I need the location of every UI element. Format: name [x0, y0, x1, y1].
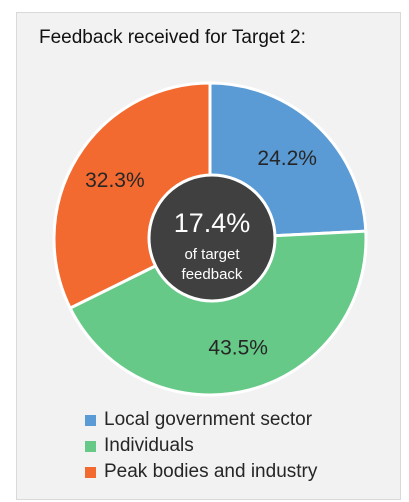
- slice-label-individuals: 43.5%: [208, 336, 268, 359]
- legend-swatch: [85, 414, 96, 426]
- center-text-line-2: feedback: [182, 266, 243, 283]
- legend-swatch: [85, 466, 96, 478]
- legend-swatch: [85, 440, 96, 452]
- legend-label: Individuals: [104, 435, 194, 456]
- legend-item-peak-bodies: Peak bodies and industry: [85, 459, 317, 485]
- center-text-line-1: of target: [184, 246, 240, 263]
- center-value: 17.4%: [174, 208, 251, 238]
- legend-item-local-government: Local government sector: [85, 407, 317, 433]
- legend-label: Local government sector: [104, 409, 313, 430]
- legend-item-individuals: Individuals: [85, 433, 317, 459]
- donut-chart: 17.4% of target feedback 24.2% 43.5% 32.3%: [52, 81, 368, 397]
- chart-panel: Feedback received for Target 2: 17.4% of…: [16, 12, 401, 500]
- center-circle: [147, 173, 277, 303]
- legend-label: Peak bodies and industry: [104, 461, 318, 482]
- slice-label-peak-bodies: 32.3%: [85, 169, 145, 192]
- legend: Local government sector Individuals Peak…: [85, 407, 317, 485]
- slice-label-local-government: 24.2%: [257, 147, 317, 170]
- chart-title: Feedback received for Target 2:: [39, 27, 306, 48]
